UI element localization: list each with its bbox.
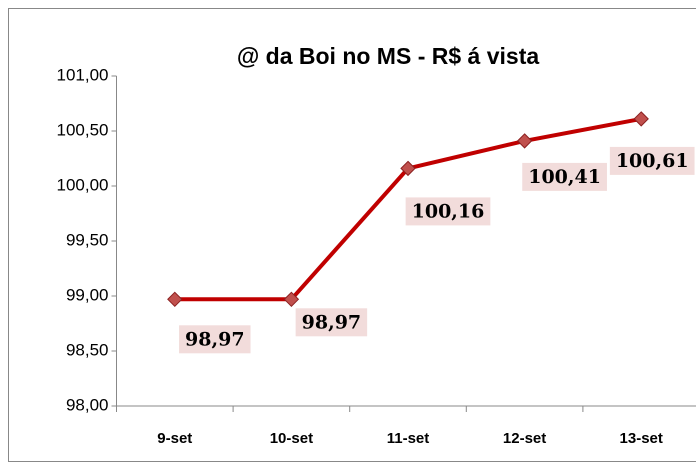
value-label-box <box>609 146 695 175</box>
x-tick-label: 12-set <box>503 430 546 447</box>
marker <box>516 133 533 149</box>
y-tick-label: 101,00 <box>57 65 109 84</box>
chart-border <box>8 8 696 462</box>
value-label-box <box>295 308 368 337</box>
x-tick-label: 11-set <box>387 430 430 447</box>
value-label: 98,97 <box>302 311 362 333</box>
y-tick-label: 99,50 <box>66 230 109 249</box>
x-tick-label: 13-set <box>620 430 663 447</box>
marker <box>400 160 416 177</box>
x-tick-label: 9-set <box>157 430 192 447</box>
value-label-box <box>179 325 251 354</box>
y-tick-label: 100,50 <box>57 120 109 139</box>
value-label: 98,97 <box>185 328 245 350</box>
y-tick-label: 99,00 <box>66 285 109 304</box>
value-label: 100,61 <box>616 150 689 172</box>
value-label-box <box>522 162 607 191</box>
value-label: 100,16 <box>412 200 485 222</box>
value-label-box <box>405 197 491 226</box>
marker <box>633 111 649 127</box>
y-tick-label: 100,00 <box>57 175 109 194</box>
x-tick-label: 10-set <box>270 430 313 447</box>
chart-title: @ da Boi no MS - R$ á vista <box>237 43 540 69</box>
marker <box>283 291 300 308</box>
marker <box>167 291 183 308</box>
y-tick-label: 98,50 <box>66 340 109 359</box>
y-tick-label: 98,00 <box>66 395 109 414</box>
value-label: 100,41 <box>528 166 601 188</box>
